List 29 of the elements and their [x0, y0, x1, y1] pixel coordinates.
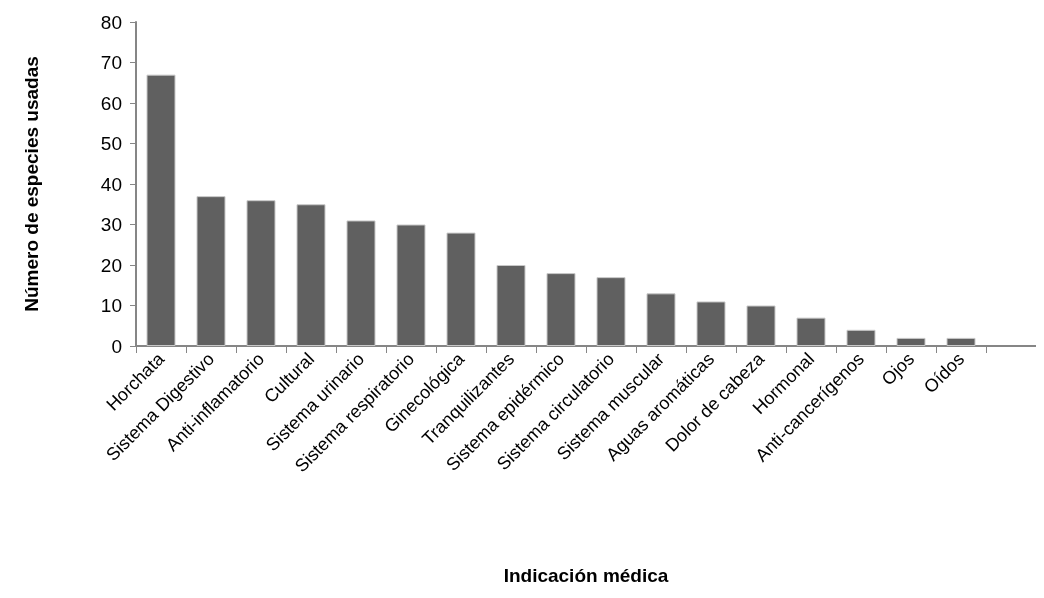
bar	[696, 301, 726, 346]
y-tick-label: 20	[100, 254, 122, 276]
bar	[246, 200, 276, 346]
bar	[396, 224, 426, 346]
bar	[846, 329, 876, 346]
y-tick-label: 0	[111, 335, 122, 357]
y-axis-title: Número de especies usadas	[21, 56, 42, 312]
bar	[746, 305, 776, 346]
bar	[496, 265, 526, 346]
bar	[596, 277, 626, 346]
bar	[946, 337, 976, 346]
y-tick-label: 40	[100, 173, 122, 195]
bar	[796, 317, 826, 346]
bar	[446, 232, 476, 346]
y-tick-label: 80	[100, 11, 122, 33]
y-tick-label: 60	[100, 92, 122, 114]
bar	[146, 74, 176, 346]
bar	[196, 196, 226, 346]
bar	[646, 293, 676, 346]
y-tick-label: 10	[100, 295, 122, 316]
y-tick-label: 50	[100, 133, 122, 154]
bar	[296, 204, 326, 346]
x-axis-title: Indicación médica	[503, 565, 669, 586]
bar	[346, 220, 376, 346]
y-tick-label: 70	[100, 52, 122, 73]
x-tick-label: Ojos	[877, 348, 919, 390]
bar	[896, 337, 926, 346]
bar	[546, 273, 576, 346]
y-tick-label: 30	[100, 214, 122, 235]
